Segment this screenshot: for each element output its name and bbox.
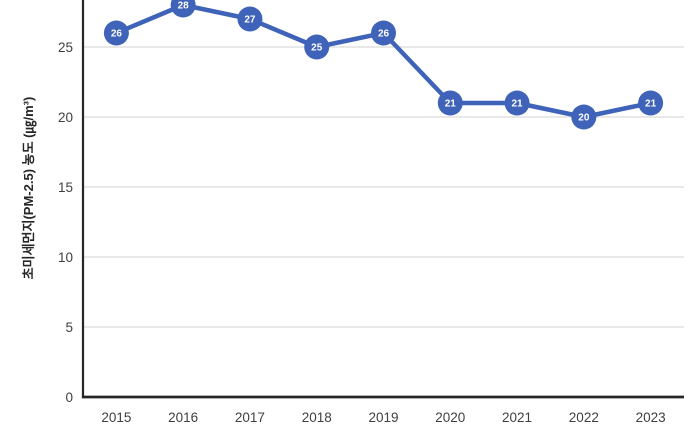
y-tick-label: 15: [58, 180, 73, 195]
data-point-label: 20: [578, 113, 590, 124]
data-point-marker: [103, 20, 129, 46]
data-point-label: 21: [511, 99, 523, 110]
markers-group: 26 28 27 25 26 21 21 20 21: [103, 0, 664, 130]
x-tick-label: 2021: [502, 410, 532, 425]
data-point-label: 28: [178, 1, 190, 12]
y-tick-label: 0: [65, 390, 73, 405]
y-tick-label: 10: [58, 250, 73, 265]
x-tick-label: 2023: [636, 410, 666, 425]
data-point-marker: [237, 6, 263, 32]
axes: [81, 0, 684, 399]
data-point-label: 21: [645, 99, 657, 110]
x-tick-label: 2019: [368, 410, 398, 425]
x-tick-label: 2018: [302, 410, 332, 425]
y-tick-label: 25: [58, 40, 73, 55]
data-point-marker: [304, 34, 330, 60]
x-tick-label: 2016: [168, 410, 198, 425]
data-point-label: 25: [311, 43, 323, 54]
x-tick-label: 2015: [101, 410, 131, 425]
y-tick-label: 20: [58, 110, 73, 125]
data-point-marker: [504, 90, 530, 116]
data-point-label: 26: [111, 29, 123, 40]
data-point-label: 26: [378, 29, 390, 40]
y-tick-label: 5: [65, 320, 73, 335]
y-tick-labels: 0 5 10 15 20 25: [58, 40, 73, 405]
data-point-marker: [371, 20, 396, 46]
data-point-marker: [170, 0, 196, 18]
data-point-marker: [437, 90, 463, 116]
x-tick-label: 2020: [435, 410, 465, 425]
data-point-label: 27: [244, 15, 256, 26]
data-point-label: 21: [445, 99, 457, 110]
data-point-marker: [571, 104, 597, 130]
gridlines: [83, 46, 684, 328]
x-tick-label: 2022: [569, 410, 599, 425]
x-tick-label: 2017: [235, 410, 265, 425]
x-tick-labels: 2015 2016 2017 2018 2019 2020 2021 2022 2023: [101, 410, 665, 425]
data-point-marker: [638, 90, 664, 116]
y-axis-title: 초미세먼지(PM-2.5) 농도 (㎍/m³): [21, 97, 38, 280]
